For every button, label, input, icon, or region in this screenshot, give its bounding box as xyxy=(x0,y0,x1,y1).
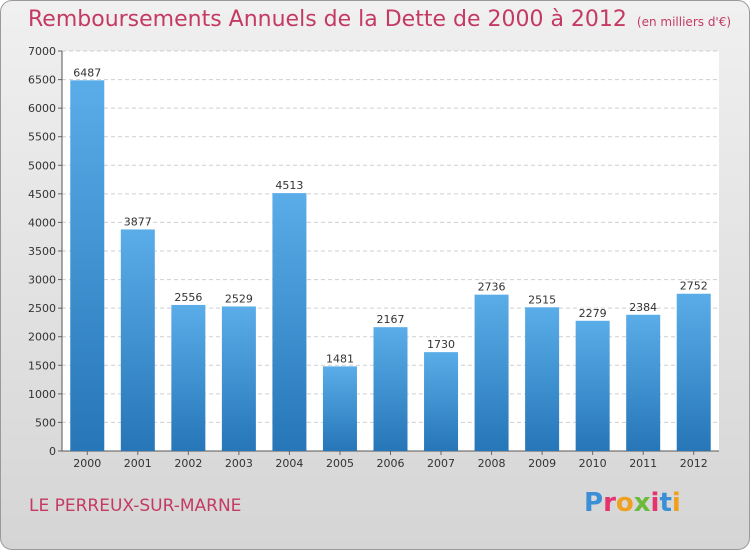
brand-letter: P xyxy=(584,488,604,518)
data-label: 2556 xyxy=(174,291,202,304)
data-label: 2279 xyxy=(579,307,607,320)
unit-note: (en milliers d'€) xyxy=(636,15,732,29)
y-tick-label: 1500 xyxy=(28,359,56,372)
bar xyxy=(120,229,155,451)
x-tick-label: 2001 xyxy=(124,457,152,470)
y-tick-label: 2000 xyxy=(28,331,56,344)
y-tick-label: 5500 xyxy=(28,131,56,144)
bar xyxy=(626,314,661,451)
y-tick-label: 5000 xyxy=(28,159,56,172)
brand-letter: i xyxy=(650,488,660,518)
brand-letter: i xyxy=(671,488,681,518)
title-text: Remboursements Annuels de la Dette de 20… xyxy=(28,7,627,32)
bar xyxy=(676,293,711,451)
y-tick-label: 0 xyxy=(49,445,56,458)
brand-logo: Proxiti xyxy=(584,488,681,518)
bar xyxy=(373,327,408,451)
bar xyxy=(272,193,307,451)
y-tick-label: 1000 xyxy=(28,388,56,401)
data-label: 2384 xyxy=(629,301,657,314)
bar xyxy=(70,80,105,452)
bar xyxy=(474,294,509,451)
y-tick-label: 3500 xyxy=(28,245,56,258)
data-label: 2736 xyxy=(478,281,506,294)
y-tick-label: 2500 xyxy=(28,302,56,315)
y-tick-label: 7000 xyxy=(28,45,56,58)
brand-letter: t xyxy=(659,488,672,518)
x-tick-label: 2012 xyxy=(680,457,708,470)
x-tick-label: 2003 xyxy=(225,457,253,470)
x-tick-label: 2009 xyxy=(528,457,556,470)
y-tick-label: 6000 xyxy=(28,102,56,115)
chart-title: Remboursements Annuels de la Dette de 20… xyxy=(28,7,731,32)
bar xyxy=(525,307,560,451)
y-tick-label: 500 xyxy=(35,416,56,429)
x-tick-label: 2004 xyxy=(275,457,303,470)
y-tick-label: 3000 xyxy=(28,274,56,287)
data-label: 1730 xyxy=(427,338,455,351)
data-label: 2529 xyxy=(225,292,253,305)
brand-letter: o xyxy=(615,488,634,518)
x-tick-label: 2007 xyxy=(427,457,455,470)
data-label: 2515 xyxy=(528,293,556,306)
y-tick-label: 6500 xyxy=(28,74,56,87)
bar xyxy=(424,352,459,451)
x-tick-label: 2005 xyxy=(326,457,354,470)
y-tick-label: 4000 xyxy=(28,216,56,229)
data-label: 4513 xyxy=(275,179,303,192)
bar xyxy=(221,306,256,451)
x-tick-label: 2010 xyxy=(579,457,607,470)
data-label: 2167 xyxy=(377,313,405,326)
x-tick-label: 2000 xyxy=(73,457,101,470)
data-label: 1481 xyxy=(326,352,354,365)
x-tick-label: 2008 xyxy=(478,457,506,470)
location-label: LE PERREUX-SUR-MARNE xyxy=(29,496,242,516)
data-label: 3877 xyxy=(124,215,152,228)
x-tick-label: 2006 xyxy=(377,457,405,470)
bar xyxy=(575,320,610,451)
bar xyxy=(171,304,206,451)
data-label: 6487 xyxy=(73,66,101,79)
bar xyxy=(322,366,357,451)
brand-letter: r xyxy=(603,488,616,518)
x-tick-label: 2011 xyxy=(629,457,657,470)
y-tick-label: 4500 xyxy=(28,188,56,201)
x-tick-label: 2002 xyxy=(174,457,202,470)
data-label: 2752 xyxy=(680,280,708,293)
brand-letter: x xyxy=(633,488,651,518)
